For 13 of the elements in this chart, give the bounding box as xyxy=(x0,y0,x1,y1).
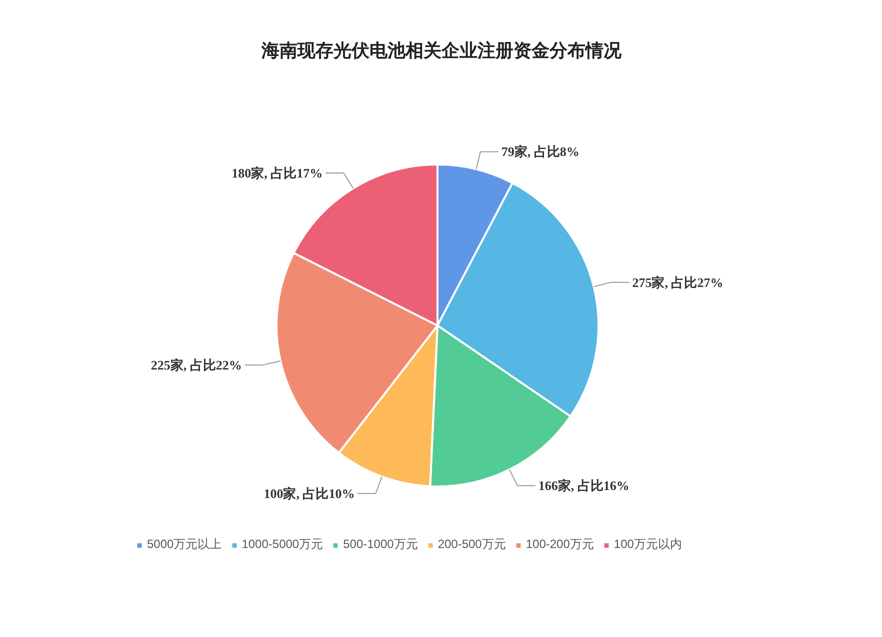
legend-label: 1000-5000万元 xyxy=(242,536,324,553)
data-label: 100家, 占比10% xyxy=(264,486,355,501)
legend-label: 100-200万元 xyxy=(526,536,594,553)
data-label: 225家, 占比22% xyxy=(150,357,242,372)
legend-label: 500-1000万元 xyxy=(343,536,418,553)
data-label: 166家, 占比16% xyxy=(538,478,630,494)
data-label: 79家, 占比8% xyxy=(501,144,580,160)
data-label: 180家, 占比17% xyxy=(232,166,323,181)
data-label: 275家, 占比27% xyxy=(632,274,724,290)
legend-label: 200-500万元 xyxy=(438,536,506,553)
chart-title: 海南现存光伏电池相关企业注册资金分布情况 xyxy=(260,40,622,60)
legend-label: 5000万元以上 xyxy=(147,536,222,553)
legend-label: 100万元以内 xyxy=(614,536,682,553)
